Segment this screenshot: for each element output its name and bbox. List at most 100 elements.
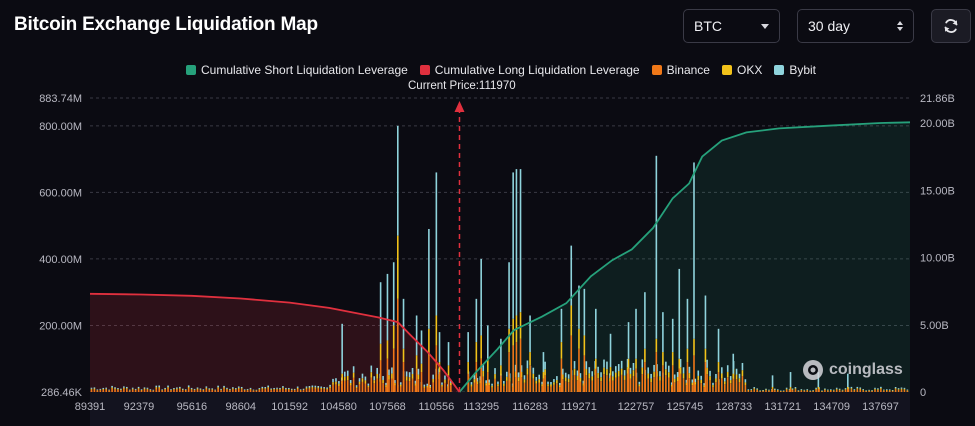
bar-binance [747, 390, 750, 392]
bar-okx [794, 388, 797, 390]
bar-bybit [317, 385, 320, 388]
bar-okx [673, 378, 676, 383]
bar-bybit [226, 387, 228, 389]
bar-okx [706, 367, 708, 375]
peak-bar-okx [671, 352, 674, 366]
bar-binance [282, 388, 284, 392]
bar-okx [423, 386, 426, 388]
bar-bybit [232, 387, 234, 389]
bar-binance [885, 390, 888, 392]
bar-bybit [776, 389, 779, 391]
bar-okx [497, 384, 499, 387]
bar-bybit [632, 362, 635, 371]
bar-binance [567, 382, 570, 392]
peak-bar-okx [662, 352, 664, 366]
peak-bar-bybit [578, 285, 580, 329]
bar-binance [685, 385, 688, 392]
bar-binance [335, 384, 337, 392]
legend-label: OKX [736, 63, 763, 77]
bar-binance [90, 389, 93, 392]
range-select[interactable]: 30 day [797, 9, 914, 43]
bar-binance [715, 382, 717, 392]
bar-bybit [597, 366, 599, 374]
bar-binance [606, 375, 608, 392]
bar-bybit [862, 389, 865, 390]
peak-bar-okx [415, 355, 418, 369]
bar-bybit [897, 388, 900, 390]
bar-okx [617, 371, 620, 377]
bar-binance [505, 380, 508, 392]
peak-bar-bybit [635, 308, 637, 359]
bar-bybit [559, 382, 561, 386]
bar-binance [382, 383, 384, 392]
bar-bybit [794, 387, 797, 389]
bar-bybit [497, 381, 499, 385]
bar-bybit [606, 361, 608, 370]
bar-binance [703, 387, 705, 392]
bar-okx [526, 368, 529, 375]
bar-okx [485, 383, 487, 386]
asset-select[interactable]: BTC [683, 9, 780, 43]
bar-okx [252, 390, 255, 391]
bar-okx [170, 389, 172, 391]
bar-okx [473, 379, 476, 383]
bar-binance [612, 380, 614, 392]
bar-binance [670, 386, 673, 392]
bar-binance [762, 390, 764, 392]
peak-bar-bybit [717, 328, 720, 363]
legend-swatch [186, 65, 196, 75]
bar-binance [880, 389, 882, 392]
legend-item-bybit[interactable]: Bybit [774, 63, 816, 77]
bar-bybit [626, 358, 629, 368]
x-tick-label: 116283 [512, 401, 548, 413]
refresh-button[interactable] [931, 9, 971, 43]
legend-item-binance[interactable]: Binance [651, 63, 710, 77]
bar-binance [815, 389, 817, 392]
bar-okx [591, 376, 594, 381]
bar-okx [576, 375, 579, 381]
bar-okx [888, 390, 891, 391]
bar-okx [585, 368, 588, 376]
legend-item-long[interactable]: Cumulative Long Liquidation Leverage [419, 63, 640, 77]
bar-bybit [214, 389, 216, 391]
bar-bybit [623, 370, 626, 376]
bar-binance [776, 390, 779, 392]
current-price-label: Current Price:111970 [408, 80, 516, 92]
peak-bar-binance [717, 372, 720, 392]
bar-binance [821, 391, 823, 392]
legend-item-okx[interactable]: OKX [721, 63, 763, 77]
bar-okx [682, 373, 685, 379]
bar-binance [164, 389, 166, 392]
bar-bybit [128, 389, 131, 391]
x-tick-label: 89391 [75, 401, 106, 413]
bar-bybit [208, 388, 211, 390]
bar-bybit [181, 388, 184, 390]
bar-binance [146, 389, 149, 392]
bar-binance [361, 381, 364, 392]
bar-okx [800, 389, 803, 391]
peak-bar-okx [560, 342, 563, 359]
bar-binance [871, 390, 873, 392]
peak-bar-okx [392, 325, 395, 349]
bar-binance [559, 387, 561, 392]
bar-okx [202, 389, 205, 391]
bar-okx [523, 379, 526, 383]
bar-bybit [335, 378, 337, 382]
bar-binance [273, 389, 275, 392]
bar-okx [388, 375, 390, 380]
peak-bar-okx [693, 338, 695, 356]
bar-okx [126, 388, 128, 390]
bar-bybit [329, 384, 331, 387]
bar-binance [561, 379, 564, 392]
bar-binance [750, 390, 753, 392]
peak-bar-bybit [467, 332, 469, 363]
peak-bar-binance [519, 338, 522, 392]
bar-bybit [653, 364, 655, 372]
peak-bar-bybit [447, 342, 450, 366]
peak-bar-okx [609, 367, 612, 376]
legend-item-short[interactable]: Cumulative Short Liquidation Leverage [186, 63, 408, 77]
bar-okx [756, 389, 758, 391]
x-tick-label: 125745 [667, 401, 704, 413]
bar-binance [768, 390, 770, 392]
bar-bybit [759, 390, 761, 391]
